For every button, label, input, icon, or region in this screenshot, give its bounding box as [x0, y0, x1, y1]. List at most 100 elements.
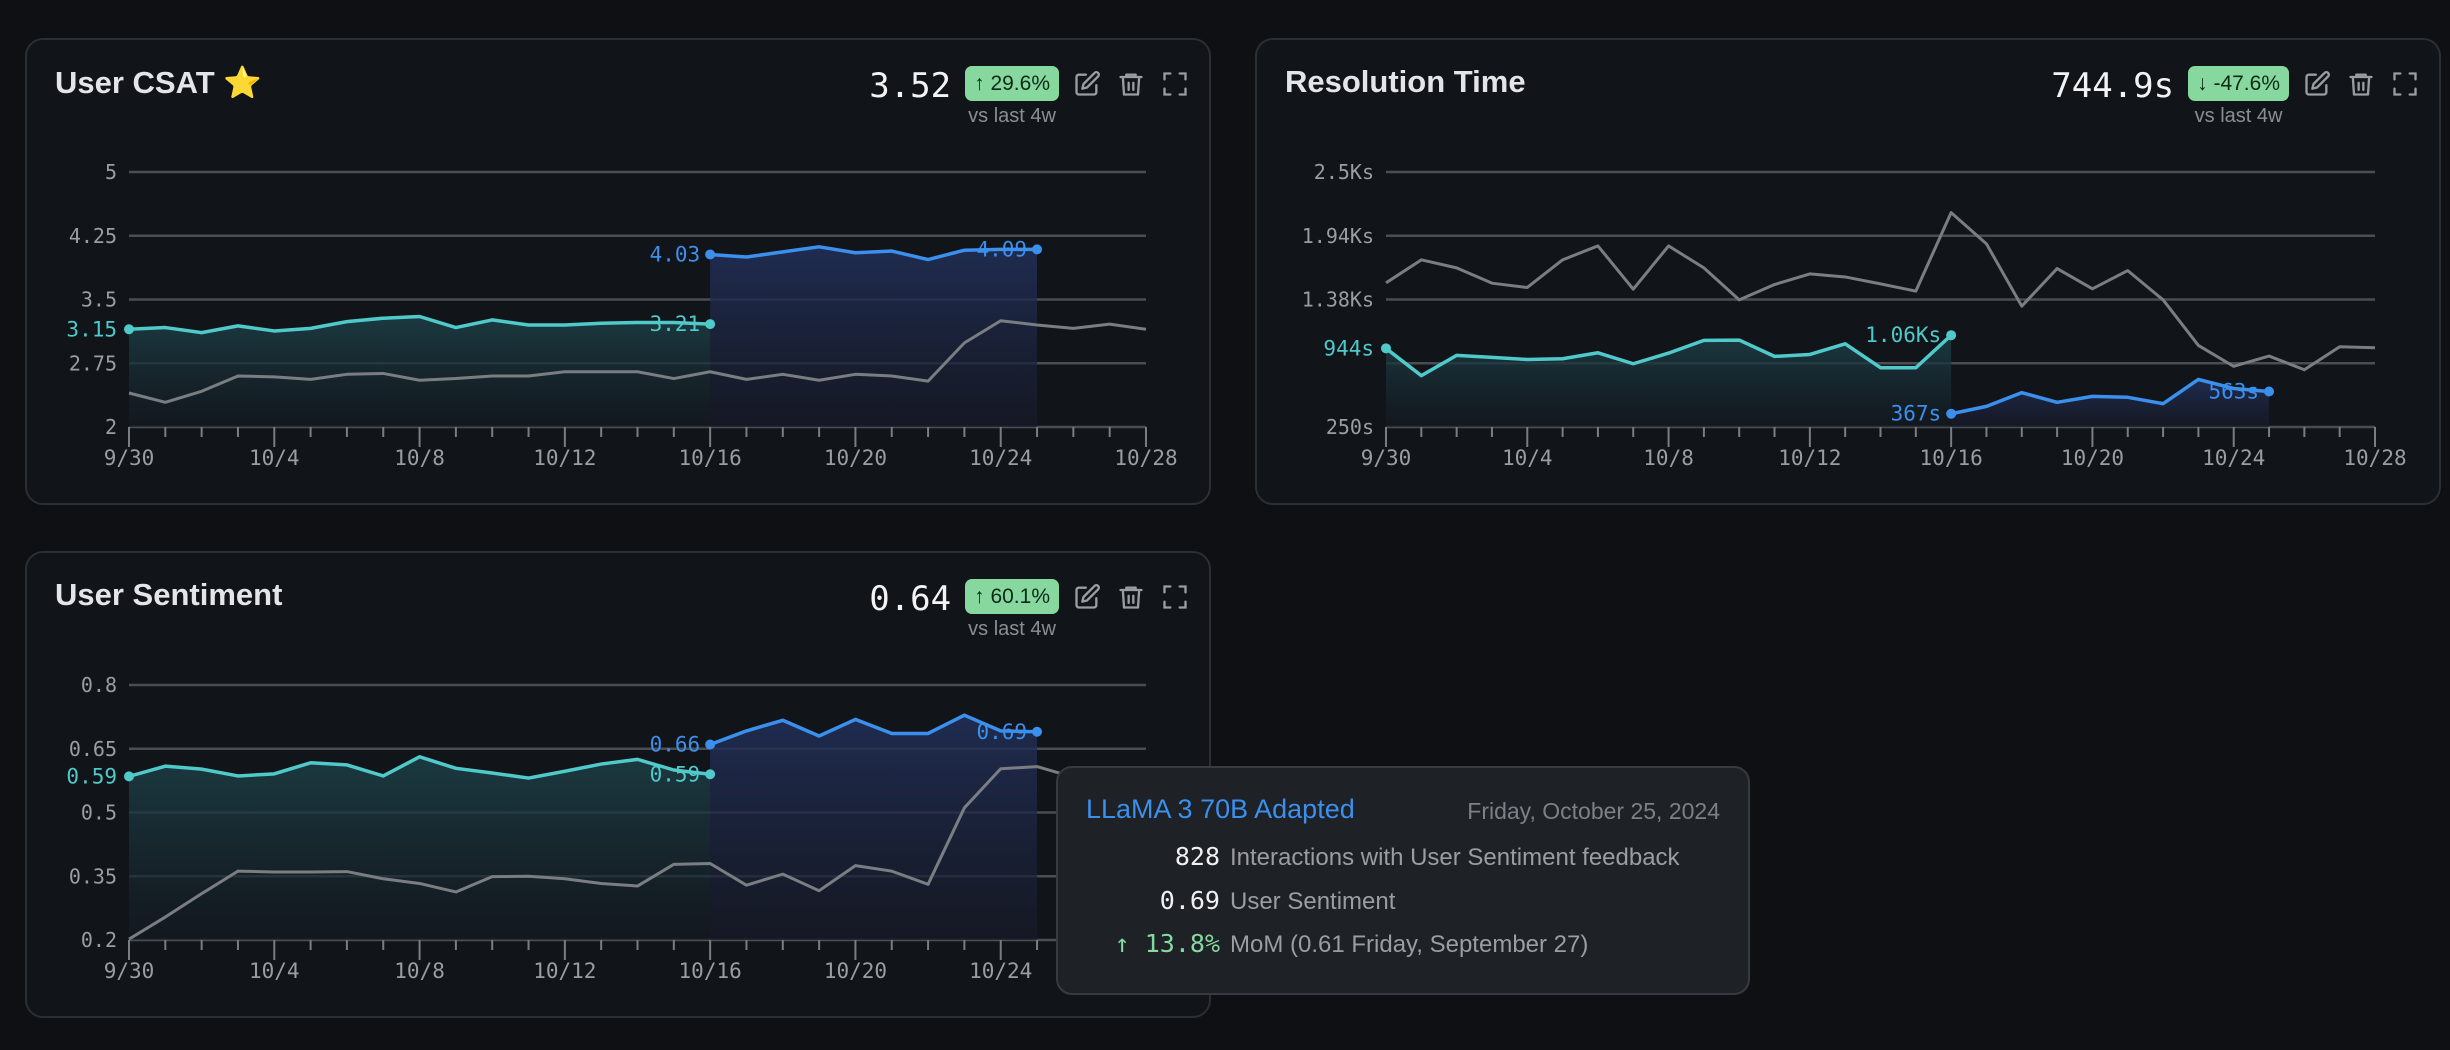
comparison-label: vs last 4w [2194, 105, 2283, 127]
baseline-series-line [128, 319, 1147, 404]
previous-period-area [1386, 335, 1952, 427]
current-endpoint-dot[interactable] [1032, 726, 1043, 737]
chart-tooltip: LLaMA 3 70B Adapted Friday, October 25, … [1056, 766, 1750, 995]
previous-endpoint-dot[interactable] [705, 769, 716, 780]
previous-series-line [128, 314, 711, 335]
current-series-line [709, 713, 1038, 747]
tooltip-row-interactions: 828 Interactions with User Sentiment fee… [1058, 842, 1748, 878]
tooltip-label: User Sentiment [1230, 888, 1396, 915]
baseline-series-line [1385, 211, 2376, 372]
current-endpoint-label: 367s [1891, 402, 1942, 426]
current-endpoint-label: 0.66 [650, 733, 701, 757]
pencil-square-icon[interactable] [1071, 581, 1103, 613]
metric-value: 744.9s [2051, 66, 2175, 106]
metric-header: 0.64 ↑ 60.1% vs last 4w [869, 579, 1191, 641]
previous-endpoint-dot[interactable] [124, 324, 134, 335]
pencil-square-icon[interactable] [2301, 68, 2333, 100]
metric-header: 744.9s ↓ -47.6% vs last 4w [2051, 66, 2421, 128]
current-endpoint-dot[interactable] [705, 249, 716, 260]
x-tick-label: 10/20 [824, 446, 887, 470]
x-tick-label: 10/4 [1502, 446, 1553, 470]
x-tick-label: 10/4 [249, 446, 300, 470]
previous-endpoint-label: 0.59 [650, 762, 701, 786]
change-group: ↑ 60.1% vs last 4w [965, 579, 1059, 641]
current-endpoint-label: 563s [2208, 380, 2259, 404]
y-tick-label: 0.8 [81, 673, 117, 697]
current-endpoint-dot[interactable] [1946, 408, 1957, 419]
fullscreen-icon[interactable] [2389, 68, 2421, 100]
x-tick-label: 10/28 [2343, 446, 2406, 470]
x-tick-label: 10/16 [679, 959, 742, 983]
y-tick-label: 250s [1326, 415, 1374, 439]
previous-endpoint-label: 0.59 [66, 764, 117, 788]
line-chart: 5 4.25 3.5 2.75 2 9/30 10/4 10/8 10/12 10/16 10/20… [66, 160, 1177, 470]
tooltip-row-mom: ↑ 13.8% MoM (0.61 Friday, September 27) [1058, 929, 1748, 965]
tooltip-label: MoM (0.61 Friday, September 27) [1230, 931, 1589, 958]
change-badge: ↑ 60.1% [965, 579, 1059, 614]
metric-header: 3.52 ↑ 29.6% vs last 4w [869, 66, 1191, 128]
current-series-line [1950, 377, 2270, 416]
x-tick-label: 10/8 [394, 446, 445, 470]
tooltip-label: Interactions with User Sentiment feedbac… [1230, 844, 1680, 871]
previous-endpoint-dot[interactable] [1381, 343, 1391, 354]
line-chart: 2.5Ks 1.94Ks 1.38Ks 250s 9/30 10/4 10/8 10/12 10… [1302, 160, 2407, 470]
change-group: ↑ 29.6% vs last 4w [965, 66, 1059, 128]
pencil-square-icon[interactable] [1071, 68, 1103, 100]
trash-icon[interactable] [2345, 68, 2377, 100]
previous-endpoint-dot[interactable] [1946, 330, 1957, 341]
y-tick-label: 2.75 [69, 351, 117, 375]
x-tick-label: 10/24 [969, 446, 1032, 470]
y-tick-label: 3.5 [81, 288, 117, 312]
x-tick-label: 10/20 [2061, 446, 2124, 470]
tooltip-value: 828 [1174, 842, 1220, 871]
y-tick-label: 5 [105, 160, 117, 184]
previous-endpoint-dot[interactable] [124, 771, 134, 782]
y-tick-label: 0.2 [81, 928, 117, 952]
current-endpoint-label: 4.09 [976, 237, 1027, 261]
current-period-area [710, 246, 1038, 427]
trash-icon[interactable] [1115, 581, 1147, 613]
card-title: User Sentiment [55, 577, 282, 613]
card-title-text: User CSAT [55, 65, 215, 100]
current-endpoint-label: 4.03 [650, 242, 701, 266]
previous-endpoint-label: 3.15 [66, 317, 117, 341]
current-endpoint-dot[interactable] [1032, 244, 1043, 255]
tooltip-value: ↑ 13.8% [1114, 929, 1220, 958]
change-badge: ↓ -47.6% [2188, 66, 2289, 101]
x-tick-label: 10/12 [533, 959, 596, 983]
previous-series-line [1384, 333, 1953, 378]
tooltip-series-name: LLaMA 3 70B Adapted [1086, 794, 1355, 824]
comparison-label: vs last 4w [968, 618, 1056, 640]
change-group: ↓ -47.6% vs last 4w [2188, 66, 2289, 128]
x-tick-label: 10/20 [824, 959, 887, 983]
x-tick-label: 10/12 [1778, 446, 1841, 470]
x-tick-label: 10/28 [1114, 446, 1177, 470]
previous-endpoint-dot[interactable] [705, 319, 716, 330]
previous-period-area [129, 316, 711, 427]
x-tick-label: 9/30 [1361, 446, 1412, 470]
current-endpoint-label: 0.69 [976, 720, 1027, 744]
previous-endpoint-label: 944s [1323, 336, 1374, 360]
change-badge: ↑ 29.6% [965, 66, 1059, 101]
y-tick-label: 0.65 [69, 737, 117, 761]
fullscreen-icon[interactable] [1159, 68, 1191, 100]
current-endpoint-dot[interactable] [2264, 386, 2275, 397]
current-endpoint-dot[interactable] [705, 739, 716, 750]
metric-value: 3.52 [869, 66, 952, 106]
x-tick-label: 10/16 [1920, 446, 1983, 470]
tooltip-value: 0.69 [1159, 886, 1220, 915]
y-tick-label: 4.25 [69, 224, 117, 248]
x-tick-label: 10/4 [249, 959, 300, 983]
trash-icon[interactable] [1115, 68, 1147, 100]
star-icon: ⭐ [223, 65, 262, 100]
resolution-time-card: Resolution Time 744.9s ↓ -47.6% vs last … [1255, 38, 2441, 505]
metric-value: 0.64 [869, 579, 952, 619]
card-title: User CSAT ⭐ [55, 64, 262, 101]
fullscreen-icon[interactable] [1159, 581, 1191, 613]
x-tick-label: 10/8 [394, 959, 445, 983]
user-sentiment-card: User Sentiment 0.64 ↑ 60.1% vs last 4w 0… [25, 551, 1211, 1018]
x-tick-label: 10/12 [533, 446, 596, 470]
baseline-series-line [128, 765, 1147, 941]
previous-endpoint-label: 3.21 [650, 312, 701, 336]
y-tick-label: 0.35 [69, 864, 117, 888]
